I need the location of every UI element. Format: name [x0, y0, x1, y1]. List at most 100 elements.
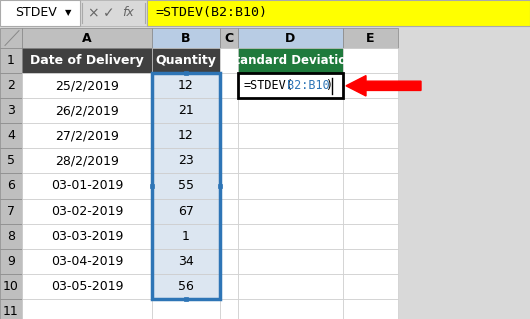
Bar: [22, 299, 152, 319]
Text: 6: 6: [7, 180, 15, 192]
Text: 12: 12: [178, 130, 194, 142]
Text: ): ): [325, 79, 332, 92]
Bar: [0, 224, 22, 249]
Bar: [238, 198, 343, 224]
Bar: [0, 28, 22, 48]
Text: 8: 8: [7, 230, 15, 242]
Bar: [0, 174, 22, 198]
Bar: [220, 299, 238, 319]
Text: 7: 7: [7, 204, 15, 218]
Text: 26/2/2019: 26/2/2019: [55, 104, 119, 117]
Bar: [152, 73, 220, 98]
Bar: [152, 28, 220, 48]
Text: D: D: [285, 32, 296, 45]
Text: 56: 56: [178, 280, 194, 293]
Bar: [220, 198, 238, 224]
Bar: [238, 73, 343, 98]
Bar: [152, 224, 220, 249]
Text: 1: 1: [7, 54, 15, 67]
Bar: [343, 73, 398, 98]
Bar: [152, 198, 220, 224]
Bar: [238, 48, 343, 73]
Text: 5: 5: [7, 154, 15, 167]
Text: =STDEV(B2:B10): =STDEV(B2:B10): [155, 6, 267, 19]
Text: E: E: [366, 32, 375, 45]
Text: 03-03-2019: 03-03-2019: [51, 230, 123, 242]
Bar: [238, 123, 343, 148]
Bar: [22, 148, 152, 174]
Bar: [343, 224, 398, 249]
Bar: [343, 198, 398, 224]
Text: 11: 11: [3, 305, 19, 318]
Bar: [343, 148, 398, 174]
Bar: [0, 0, 530, 26]
Bar: [0, 0, 80, 26]
Text: 1: 1: [182, 230, 190, 242]
Text: 28/2/2019: 28/2/2019: [55, 154, 119, 167]
Bar: [343, 98, 398, 123]
Text: ▼: ▼: [65, 9, 71, 18]
Text: 10: 10: [3, 280, 19, 293]
Text: 03-01-2019: 03-01-2019: [51, 180, 123, 192]
Text: Date of Delivery: Date of Delivery: [30, 54, 144, 67]
Bar: [220, 274, 238, 299]
Text: 55: 55: [178, 180, 194, 192]
Text: 25/2/2019: 25/2/2019: [55, 79, 119, 92]
Bar: [22, 73, 152, 98]
Bar: [22, 48, 152, 73]
Bar: [22, 174, 152, 198]
Bar: [220, 249, 238, 274]
Text: Quantity: Quantity: [156, 54, 216, 67]
Bar: [220, 73, 238, 98]
Bar: [238, 274, 343, 299]
Bar: [343, 249, 398, 274]
Bar: [152, 123, 220, 148]
Text: ×: ×: [87, 6, 99, 20]
Text: ✓: ✓: [103, 6, 115, 20]
Bar: [343, 174, 398, 198]
Text: A: A: [82, 32, 92, 45]
Bar: [343, 299, 398, 319]
Text: B2:B10: B2:B10: [287, 79, 330, 92]
Bar: [0, 299, 22, 319]
Bar: [152, 48, 220, 73]
Bar: [22, 98, 152, 123]
Text: 3: 3: [7, 104, 15, 117]
Bar: [238, 174, 343, 198]
Text: 4: 4: [7, 130, 15, 142]
Bar: [0, 48, 22, 73]
Bar: [0, 148, 22, 174]
Bar: [152, 98, 220, 123]
Text: 23: 23: [178, 154, 194, 167]
Bar: [343, 28, 398, 48]
Bar: [22, 198, 152, 224]
Bar: [220, 148, 238, 174]
Bar: [0, 73, 22, 98]
Bar: [22, 274, 152, 299]
Bar: [343, 274, 398, 299]
Text: =STDEV(: =STDEV(: [243, 79, 293, 92]
Bar: [0, 274, 22, 299]
Bar: [22, 249, 152, 274]
Bar: [220, 28, 238, 48]
Bar: [238, 28, 343, 48]
Bar: [343, 48, 398, 73]
Bar: [238, 98, 343, 123]
Bar: [152, 73, 220, 299]
Bar: [22, 224, 152, 249]
Bar: [152, 148, 220, 174]
Bar: [238, 73, 343, 98]
FancyArrow shape: [346, 76, 421, 96]
Text: 34: 34: [178, 255, 194, 268]
Text: 03-04-2019: 03-04-2019: [51, 255, 123, 268]
Text: 2: 2: [7, 79, 15, 92]
Bar: [0, 123, 22, 148]
Bar: [150, 184, 154, 188]
Bar: [238, 299, 343, 319]
Bar: [238, 224, 343, 249]
Bar: [220, 48, 238, 73]
Bar: [22, 123, 152, 148]
Bar: [147, 0, 530, 26]
Bar: [238, 249, 343, 274]
Bar: [220, 98, 238, 123]
